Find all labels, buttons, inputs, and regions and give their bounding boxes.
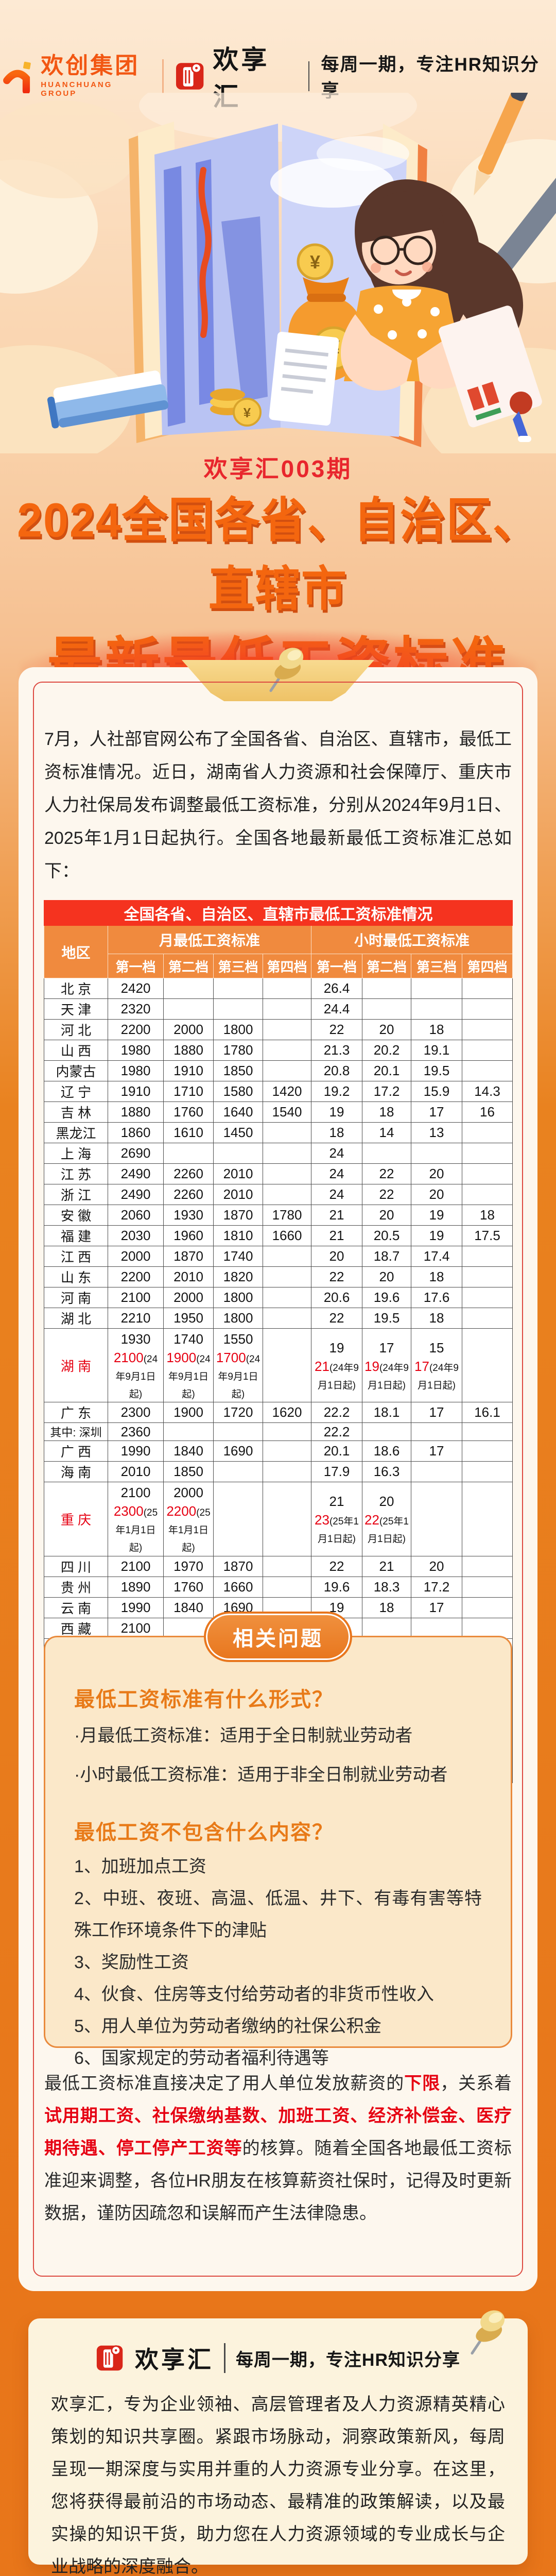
issue-number: 欢享汇003期	[203, 455, 353, 482]
table-row: 浙 江 2490 2260 2010 24 22 20	[44, 1184, 513, 1205]
coin-icon: ¥	[297, 243, 334, 280]
table-row: 湖 南 1930 2100(24年9月1日起) 1740 1900(24年9月1日起) 1…	[44, 1328, 513, 1403]
pushpin-icon	[466, 2306, 510, 2360]
brand-name: 欢享汇	[134, 2347, 214, 2373]
table-row: 山 西 1980 1880 1780 21.3 20.2 19.1	[44, 1040, 513, 1061]
group-name-en: HUANCHUANG GROUP	[41, 80, 113, 98]
divider	[308, 61, 310, 91]
divider	[223, 2343, 225, 2373]
table-row: 天 津 2320 24.4	[44, 998, 513, 1020]
table-row: 河 北 2200 2000 1800 22 20 18	[44, 1019, 513, 1040]
svg-text:¥: ¥	[310, 251, 320, 273]
footer-note-card: 欢享汇 每周一期，专注HR知识分享 欢享汇，专为企业领袖、高层管理者及人力资源精…	[28, 2318, 528, 2576]
table-row: 其中: 深圳 2360 22.2	[44, 1422, 513, 1442]
table-row: 四 川 2100 1970 1870 22 21 20	[44, 1555, 513, 1577]
closing-paragraph: 最低工资标准直接决定了用人单位发放薪资的下限，关系着试用期工资、社保缴纳基数、加…	[44, 2074, 512, 2223]
table-row: 吉 林 1880 1760 1640 1540 19 18 17 16	[44, 1101, 513, 1123]
huanchuang-logo-icon	[3, 59, 31, 93]
table-row: 辽 宁 1910 1710 1580 1420 19.2 17.2 15.9 14.3	[44, 1081, 513, 1102]
group-name: 欢创集团	[41, 53, 140, 78]
question-2-items: 1、加班加点工资 2、中班、夜班、高温、低温、井下、有毒有害等特殊工作环境条件下的…	[74, 1857, 482, 2068]
tiny-person	[510, 392, 532, 442]
table-row: 山 东 2200 2010 1820 22 20 18	[44, 1266, 513, 1287]
bottom-section: 欢享汇 每周一期，专注HR知识分享 欢享汇，专为企业领袖、高层管理者及人力资源精…	[0, 2291, 556, 2576]
footer-tagline: 每周一期，专注HR知识分享	[235, 2350, 461, 2370]
huanchuang-logo: 欢创集团 HUANCHUANG GROUP	[0, 55, 151, 98]
divider	[162, 59, 164, 93]
table-row: 江 西 2000 1870 1740 20 18.7 17.4	[44, 1246, 513, 1267]
main-card: 7月，人社部官网公布了全国各省、自治区、直辖市，最低工资标准情况。近日，湖南省人…	[19, 667, 537, 2291]
table-row: 安 徽 2060 1930 1870 1780 21 20 19 18	[44, 1205, 513, 1226]
question-1: 最低工资标准有什么形式？	[74, 1688, 334, 1711]
table-row: 上 海 2690 24	[44, 1143, 513, 1164]
huanxianghui-seal-icon	[96, 2345, 124, 2371]
blue-book-icon	[47, 370, 169, 429]
footer-brand-row: 欢享汇 每周一期，专注HR知识分享	[28, 2341, 528, 2375]
table-row: 重 庆 2100 2300(25年1月1日起) 2000 2200(25年1月1日起) 2…	[44, 1482, 513, 1556]
title-line1: 2024全国各省、自治区、直辖市	[17, 493, 539, 616]
table-row: 海 南 2010 1850 17.9 16.3	[44, 1461, 513, 1483]
pushpin-icon	[265, 643, 309, 697]
huanxianghui-seal-icon	[175, 62, 204, 91]
pencil-icon	[474, 93, 529, 196]
intro-paragraph: 7月，人社部官网公布了全国各省、自治区、直辖市，最低工资标准情况。近日，湖南省人…	[44, 730, 512, 881]
question-1-answers: ·月最低工资标准：适用于全日制就业劳动者 ·小时最低工资标准：适用于非全日制就业劳…	[74, 1726, 448, 1785]
table-row: 江 苏 2490 2260 2010 24 22 20	[44, 1163, 513, 1184]
table-row: 北 京 2420 26.4	[44, 978, 513, 999]
table-row: 广 东 2300 1900 1720 1620 22.2 18.1 17 16.1	[44, 1402, 513, 1423]
table-row: 湖 北 2210 1950 1800 22 19.5 18	[44, 1308, 513, 1329]
coin-stack-icon: ¥	[210, 388, 262, 427]
qa-panel: 最低工资标准有什么形式？ ·月最低工资标准：适用于全日制就业劳动者 ·小时最低工资…	[44, 1636, 512, 2068]
woman	[340, 179, 524, 391]
related-questions-badge: 相关问题	[204, 1612, 352, 1662]
table-title: 全国各省、自治区、直辖市最低工资标准情况	[43, 900, 513, 926]
document-paper	[269, 331, 339, 426]
table-row: 黑龙江 1860 1610 1450 18 14 13	[44, 1122, 513, 1143]
svg-text:¥: ¥	[244, 405, 251, 420]
table-row: 广 西 1990 1840 1690 20.1 18.6 17	[44, 1440, 513, 1462]
arm-left	[340, 314, 412, 391]
ribbon	[198, 167, 212, 338]
question-2: 最低工资不包含什么内容？	[74, 1821, 334, 1844]
footer-paragraph: 欢享汇，专为企业领袖、高层管理者及人力资源精英精心策划的知识共享圈。紧跟市场脉动…	[51, 2395, 505, 2576]
hero-illustration: ¥ ¥	[0, 93, 556, 453]
table-row: 河 南 2100 2000 1800 20.6 19.6 17.6	[44, 1287, 513, 1308]
table-row: 内蒙古 1980 1910 1850 20.8 20.1 19.5	[44, 1060, 513, 1081]
table-row: 贵 州 1890 1760 1660 19.6 18.3 17.2	[44, 1576, 513, 1598]
table-row: 福 建 2030 1960 1810 1660 21 20.5 19 17.5	[44, 1225, 513, 1246]
